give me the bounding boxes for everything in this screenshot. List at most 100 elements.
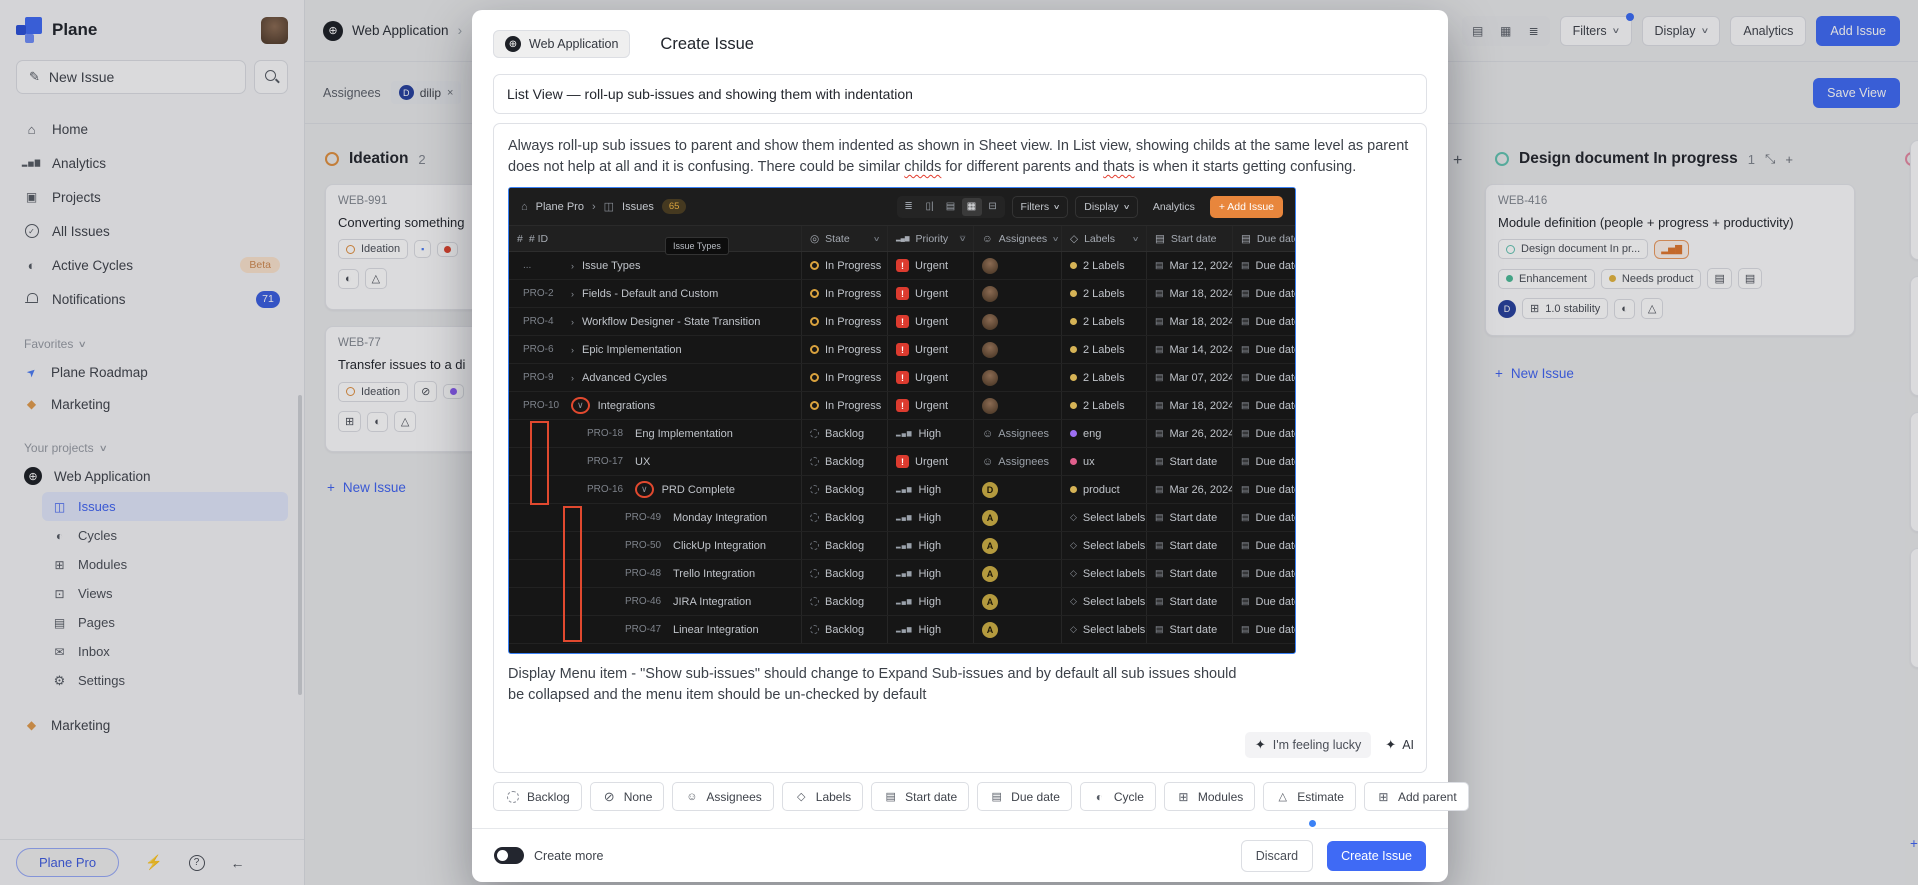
favorite-item[interactable]: Plane Roadmap [16,356,288,388]
labels-cell[interactable]: ◇2 Labels [1061,364,1146,392]
issue-row[interactable]: ... › Issue Types In Progress Urgent ☺ ◇… [509,252,1295,281]
due-date-cell[interactable]: ▤Due date [1232,392,1295,420]
labels-cell[interactable]: ◇ Select labels [1061,616,1146,644]
label-chip[interactable]: Needs product [1600,268,1702,289]
gantt-view-icon[interactable]: ≣ [1528,23,1539,38]
state-cell[interactable]: Backlog [801,560,887,588]
due-date-cell[interactable]: ▤Due date [1232,616,1295,644]
labels-cell[interactable]: ◇2 Labels [1061,308,1146,336]
add-issue-column-icon[interactable]: + [1785,151,1793,167]
due-date-cell[interactable]: ▤Due date [1232,364,1295,392]
priority-cell[interactable]: Urgent [887,448,973,476]
priority-chip[interactable]: ⊘ [414,381,438,402]
issue-row[interactable]: PRO-6 › Epic Implementation In Progress … [509,336,1295,365]
expand-chevron-icon[interactable]: › [571,344,574,355]
module-chip[interactable]: ⊞ 1.0 stability [1522,298,1609,319]
start-date-chip[interactable]: ▤ [1707,268,1732,289]
start-date-cell[interactable]: ▤ Mar 26, 2024 [1146,420,1232,448]
add-issue-button[interactable]: Add Issue [1816,15,1900,46]
analytics-button[interactable]: Analytics [1152,200,1195,213]
issue-row[interactable]: PRO-17 UX Backlog Urgent ☺Assignees ◇ux [509,448,1295,477]
assignee-cell[interactable]: A ☺ [973,532,1061,560]
state-cell[interactable]: In Progress [801,280,887,308]
cycle-chip[interactable]: ◐ [1614,298,1635,319]
assignee-cell[interactable]: ☺ [973,280,1061,308]
add-issue-button[interactable]: + Add Issue [1209,195,1283,218]
sidebar-nav-item[interactable]: Projects [16,180,288,214]
assignee-cell[interactable]: A ☺ [973,616,1061,644]
state-chip[interactable]: Design document In pr... [1498,239,1649,259]
expand-chevron-icon[interactable]: › [571,288,574,299]
spreadsheet-view-icon[interactable]: ▦ [961,197,982,216]
issue-row[interactable]: PRO-2 › Fields - Default and Custom In P… [509,280,1295,309]
priority-cell[interactable]: Urgent [887,364,973,392]
project-select-button[interactable]: ⊕ Web Application [493,30,631,58]
collapse-sidebar-icon[interactable]: ← [230,854,245,871]
new-issue-link[interactable]: + New Issue [1495,366,1574,381]
priority-cell[interactable]: Urgent [887,392,973,420]
issue-card[interactable]: WEB-416 Module definition (people + prog… [1485,184,1855,336]
workspace-name[interactable]: Plane [52,20,98,39]
start-date-cell[interactable]: ▤ Mar 26, 2024 [1146,476,1232,504]
calendar-view-icon[interactable]: ▤ [1471,23,1484,38]
expand-chevron-icon[interactable]: › [571,316,574,327]
assignee-cell[interactable]: ☺ [973,392,1061,420]
priority-cell[interactable]: High [887,588,973,616]
ai-assist-button[interactable]: ✦ AI [1385,737,1414,752]
issue-title-input[interactable] [493,74,1427,114]
breadcrumb[interactable]: ⊕ Web Application › [323,20,462,41]
issue-row[interactable]: PRO-46 JIRA Integration Backlog High A ☺… [509,588,1295,617]
analytics-button[interactable]: Analytics [1730,15,1807,46]
create-more-toggle[interactable] [494,847,524,864]
label-chip[interactable]: Enhancement [1498,268,1595,289]
plane-pro-button[interactable]: Plane Pro [16,848,120,877]
labels-cell[interactable]: ◇product [1061,476,1146,504]
search-button[interactable] [254,60,288,94]
due-date-cell[interactable]: ▤Due date [1232,504,1295,532]
property-chip[interactable]: Add parent [1363,782,1469,811]
discard-button[interactable]: Discard [1240,839,1314,872]
issue-row[interactable]: PRO-49 Monday Integration Backlog High A… [509,504,1295,533]
start-date-cell[interactable]: ▤ Mar 14, 2024 [1146,336,1232,364]
priority-cell[interactable]: High [887,616,973,644]
property-chip[interactable]: Estimate [1263,782,1356,811]
sidebar-nav-item[interactable]: Notifications 71 [16,282,288,316]
sidebar-nav-item[interactable]: Active Cycles Beta [16,248,288,282]
priority-cell[interactable]: Urgent [887,252,973,280]
due-date-cell[interactable]: ▤Due date [1232,560,1295,588]
expand-chevron-icon[interactable]: ∨ [635,481,654,499]
property-chip[interactable]: Labels [781,782,864,811]
property-chip[interactable]: None [589,782,665,811]
labels-cell[interactable]: ◇ Select labels [1061,588,1146,616]
user-avatar[interactable] [261,16,288,44]
labels-cell[interactable]: ◇2 Labels [1061,392,1146,420]
project-nav-item[interactable]: Issues [42,492,288,521]
due-date-cell[interactable]: ▤Due date [1232,476,1295,504]
image-resize-handle[interactable] [1307,818,1318,829]
state-cell[interactable]: Backlog [801,476,887,504]
im-feeling-lucky-button[interactable]: ✦ I'm feeling lucky [1244,732,1372,758]
assignee-avatar[interactable]: D [1498,299,1516,318]
calendar-view-icon[interactable]: ▤ [945,201,956,213]
estimate-chip[interactable]: △ [1640,298,1664,319]
favorites-header[interactable]: Favorites ∨ [24,337,88,351]
state-chip[interactable]: Ideation [338,239,409,259]
sidebar-project-marketing[interactable]: Marketing [16,709,288,741]
assignee-cell[interactable]: ☺ Assignees [973,448,1061,476]
cycle-chip[interactable]: ◐ [338,268,359,289]
state-cell[interactable]: In Progress [801,336,887,364]
issue-row[interactable]: PRO-18 Eng Implementation Backlog High ☺… [509,420,1295,449]
favorite-item[interactable]: Marketing [16,388,288,420]
start-date-cell[interactable]: ▤ Mar 18, 2024 [1146,392,1232,420]
project-nav-item[interactable]: Cycles [42,521,288,550]
state-cell[interactable]: Backlog [801,448,887,476]
state-chip[interactable]: Ideation [338,381,409,402]
list-view-icon[interactable]: ≣ [904,201,913,213]
property-chip[interactable]: Start date [871,782,970,811]
sidebar-nav-item[interactable]: Home [16,112,288,146]
issue-card[interactable]: WEB-77 Transfer issues to a di Ideation … [325,326,605,452]
assignee-cell[interactable]: D ☺ [973,476,1061,504]
new-issue-button[interactable]: ✎ New Issue [16,60,246,94]
cycle-chip[interactable]: ◐ [367,411,388,432]
due-date-cell[interactable]: ▤Due date [1232,588,1295,616]
